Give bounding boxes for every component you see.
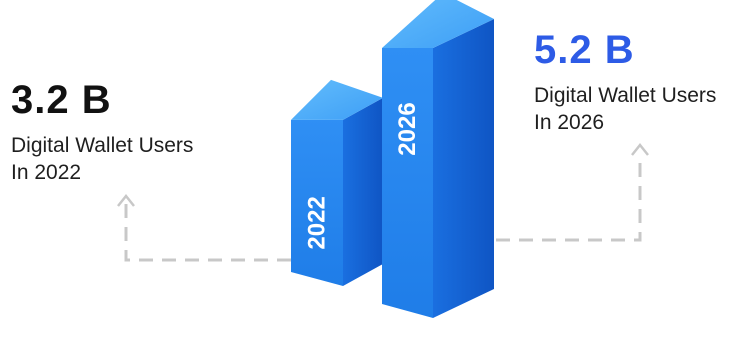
connector-2022 <box>124 204 292 262</box>
stat-2026: 5.2 B Digital Wallet Users In 2026 <box>534 28 716 136</box>
bar-top-2022 <box>291 79 383 120</box>
stat-desc-line1-2022: Digital Wallet Users <box>11 134 194 157</box>
bar-2026: 2026 <box>382 0 494 318</box>
arrow-up-icon <box>631 142 649 156</box>
bar-side-2026 <box>433 19 494 318</box>
bar-front-2022 <box>291 119 343 286</box>
bar-side-2022 <box>343 97 383 286</box>
bar-2022: 2022 <box>291 79 383 286</box>
stat-desc-line2-2022: In 2022 <box>11 161 82 184</box>
stat-desc-line1-2026: Digital Wallet Users <box>534 84 717 107</box>
stat-value-2022: 3.2 B <box>11 78 112 122</box>
arrow-up-icon <box>117 193 135 207</box>
bar-front-2026 <box>382 48 433 318</box>
stat-desc-line2-2026: In 2026 <box>534 111 605 134</box>
bar-top-2026 <box>382 0 494 48</box>
stat-2022: 3.2 B Digital Wallet Users In 2022 <box>11 78 193 186</box>
bar-label-2026: 2026 <box>394 102 421 155</box>
connector-2026 <box>496 158 642 242</box>
stat-value-2026: 5.2 B <box>534 28 635 72</box>
connector-lines <box>117 142 649 262</box>
bar-label-2022: 2022 <box>304 196 331 249</box>
